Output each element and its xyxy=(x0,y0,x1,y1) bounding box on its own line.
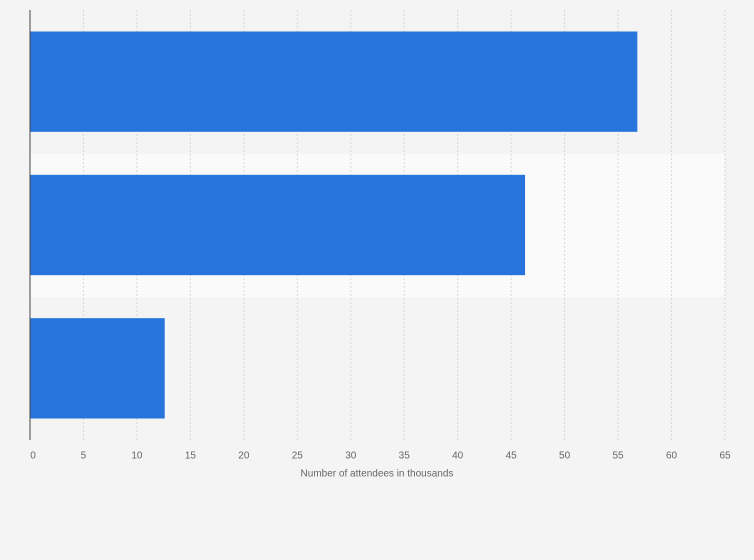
x-tick-label: 35 xyxy=(399,451,411,462)
x-axis-title: Number of attendees in thousands xyxy=(301,469,454,480)
x-tick-label: 20 xyxy=(238,451,250,462)
x-tick-label: 15 xyxy=(185,451,197,462)
x-tick-label: 45 xyxy=(506,451,518,462)
x-tick-label: 40 xyxy=(452,451,464,462)
x-tick-label: 0 xyxy=(30,451,36,462)
x-tick-label: 10 xyxy=(131,451,143,462)
bar xyxy=(30,174,526,276)
x-tick-label: 60 xyxy=(666,451,678,462)
x-tick-label: 55 xyxy=(613,451,625,462)
x-tick-label: 25 xyxy=(292,451,304,462)
x-tick-label: 5 xyxy=(81,451,87,462)
x-tick-label: 50 xyxy=(559,451,571,462)
bar xyxy=(30,31,638,132)
x-tick-label: 65 xyxy=(719,451,731,462)
bar xyxy=(30,318,165,419)
x-tick-label: 30 xyxy=(345,451,357,462)
